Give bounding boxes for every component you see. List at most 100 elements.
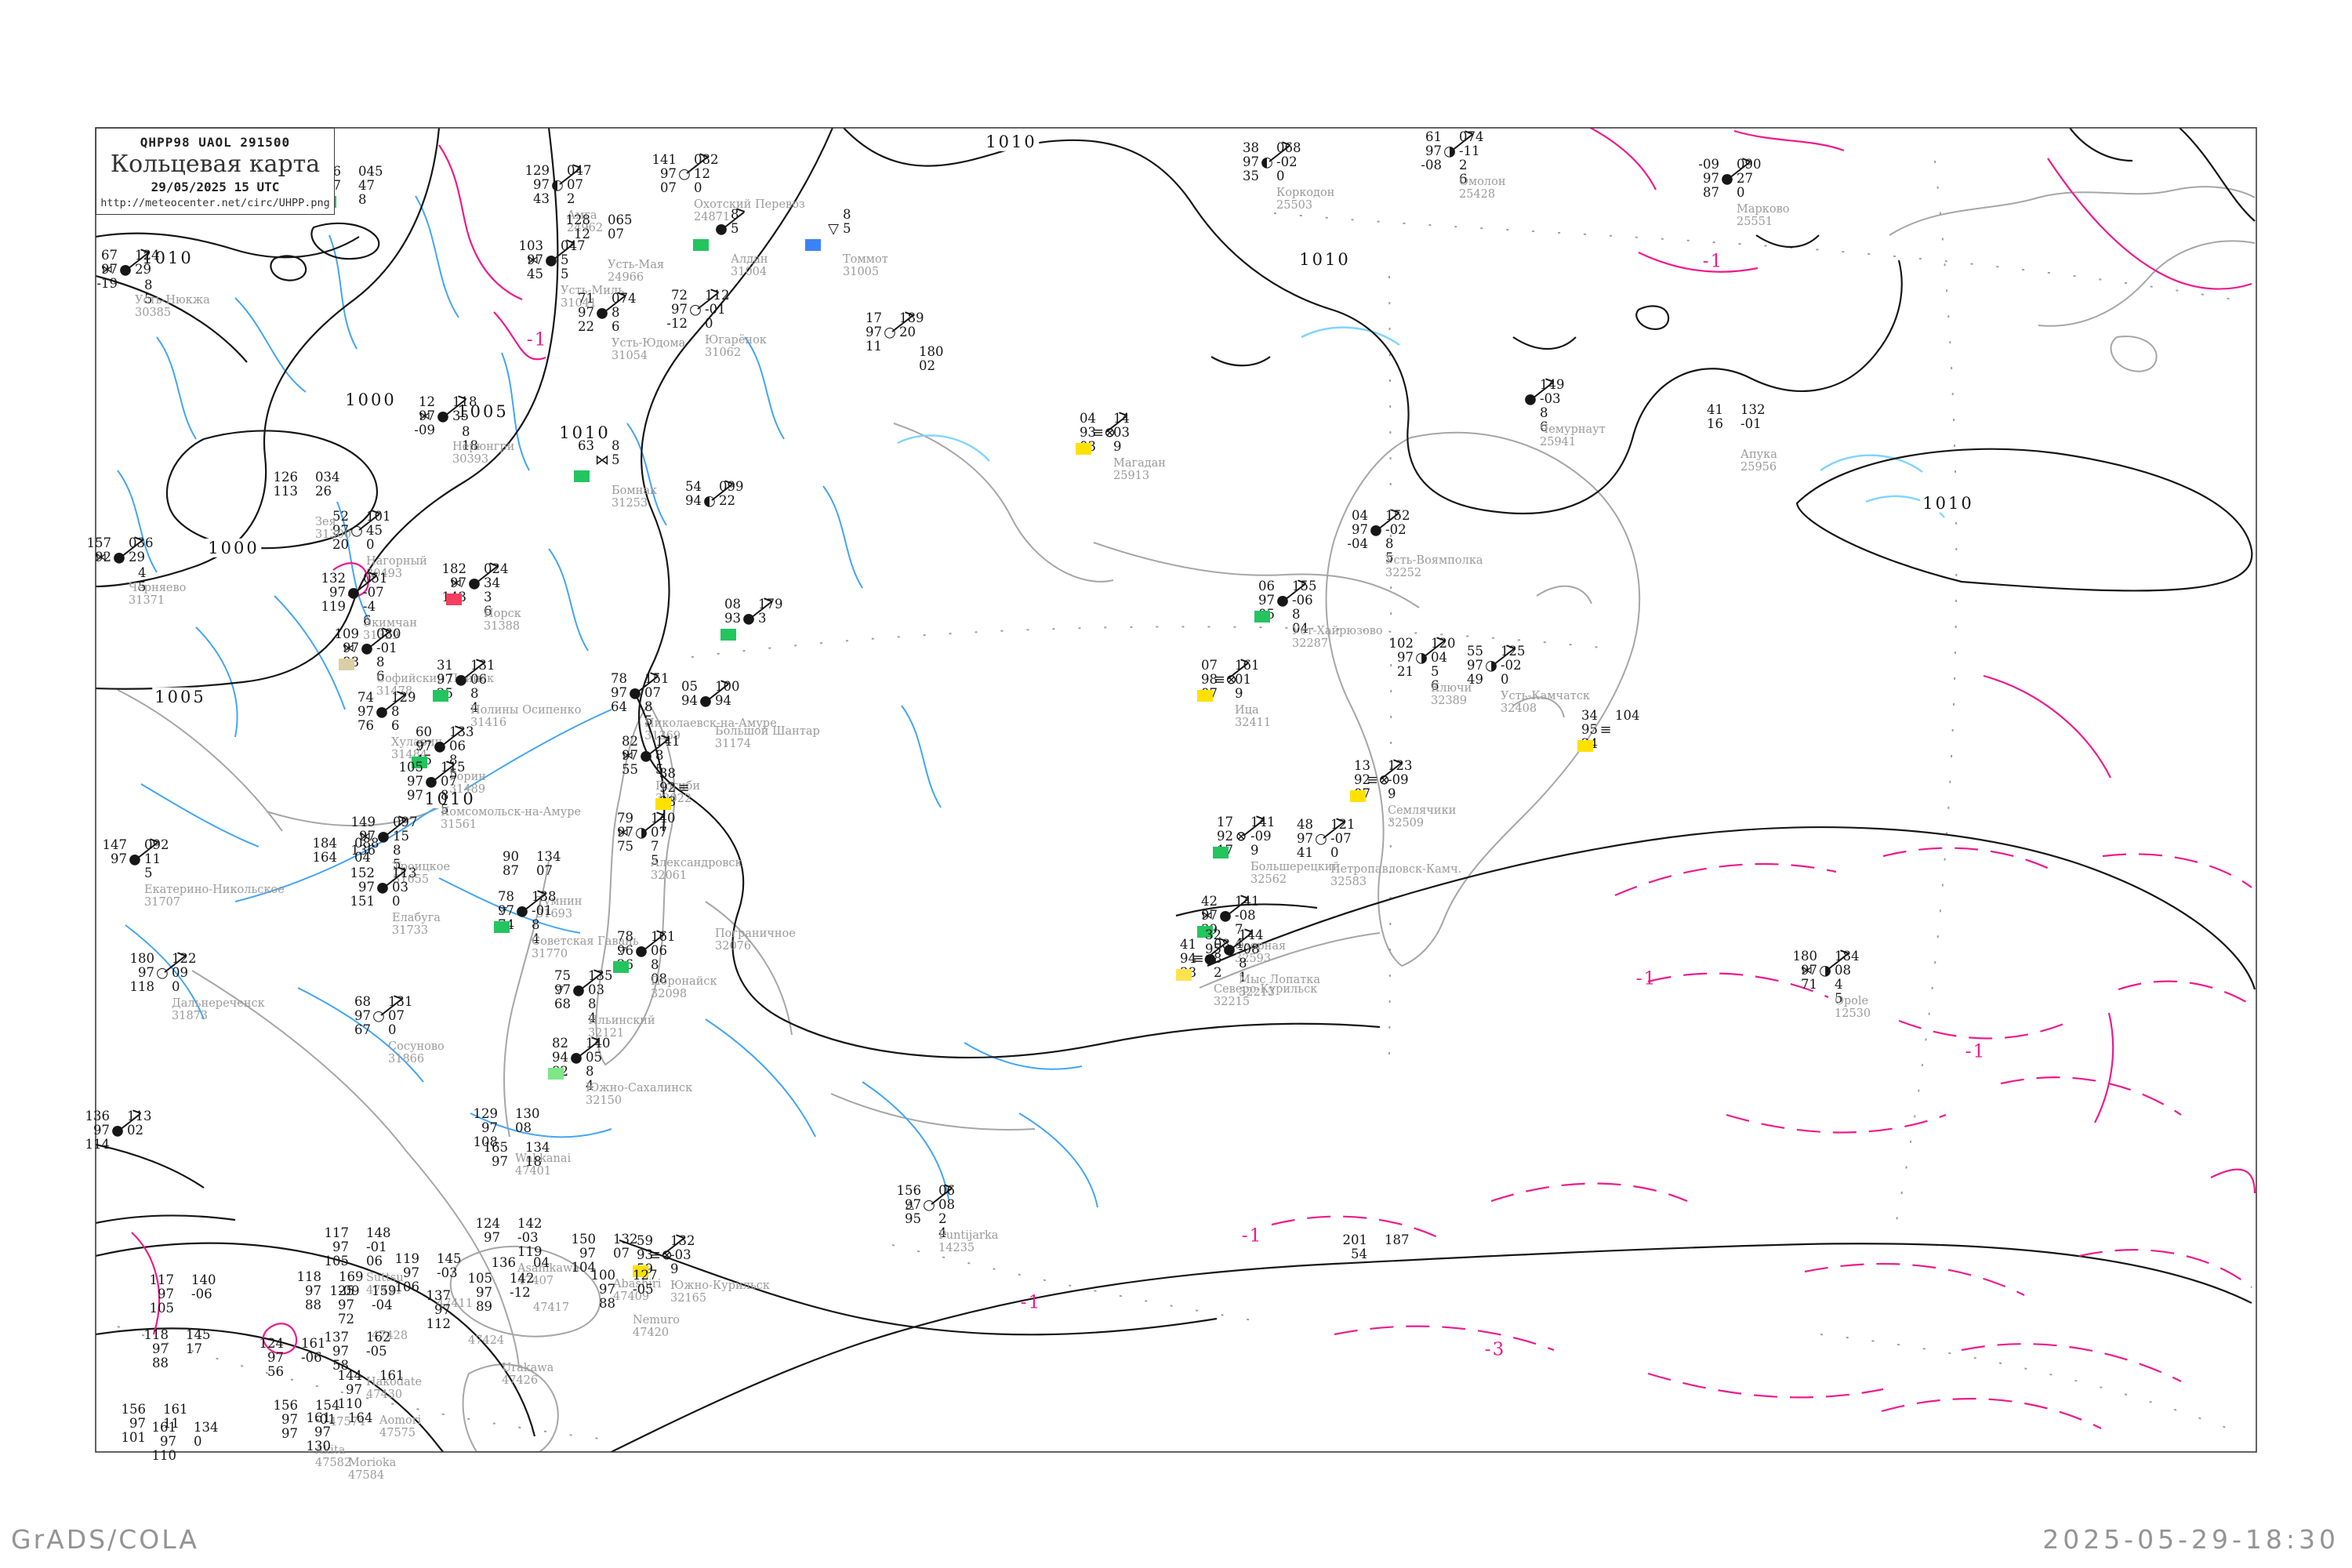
station-name: Akita 47582 <box>315 1444 352 1469</box>
station-values-left: 117 97 105 <box>149 1272 175 1316</box>
station-name: 47411 <box>437 1298 474 1310</box>
station-values-right: 088 04 <box>354 836 379 865</box>
station-values-left: 105 97 89 <box>467 1271 493 1314</box>
station-name: Охотский Перевоз 24871 <box>694 198 805 223</box>
station-values-left: 75 97 68 <box>554 968 571 1011</box>
precip-marker <box>693 239 709 251</box>
station-name: Бомнак 31253 <box>612 485 658 510</box>
station-symbol: ⋈ <box>595 452 609 469</box>
weather-symbol: △ <box>906 1199 914 1211</box>
weather-symbol: ⋈ <box>360 830 371 843</box>
station-values-left: 136 97 114 <box>85 1109 111 1152</box>
station-name: Усть-Камчатск 32408 <box>1501 690 1590 715</box>
station-name: Усть-Мая 24966 <box>608 259 665 284</box>
station-values-left: 149 97 136 <box>350 815 376 858</box>
isobar-label: 1010 <box>983 132 1040 151</box>
station-values-right: 145 -03 <box>437 1251 462 1280</box>
station-name: 47428 <box>372 1330 408 1342</box>
station-name: Ключи 32389 <box>1431 682 1472 707</box>
station-values-right: 149 -03 8 6 <box>1540 377 1565 434</box>
station-name: Омолон 25428 <box>1459 176 1506 201</box>
station-values-right: 125 -02 0 <box>1501 644 1526 687</box>
map-border <box>95 127 2257 1453</box>
station-values-left: 129 97 108 <box>473 1106 499 1149</box>
isobar-label: 1000 <box>343 390 399 409</box>
grads-credit: GrADS/COLA <box>11 1524 199 1555</box>
station-values-left: 125 97 72 <box>329 1283 355 1327</box>
station-values-right: 080 -01 8 6 <box>376 626 401 684</box>
station-values-left: 79 97 75 <box>617 811 633 854</box>
station-name: Троицкое 31655 <box>393 861 451 886</box>
station-values-left: 157 92 <box>86 535 112 564</box>
station-name: Aomori 47575 <box>379 1414 422 1439</box>
station-name: Hakodate 47430 <box>366 1376 423 1401</box>
isobar-label: 1010 <box>1297 249 1353 269</box>
station-name: Апука 25956 <box>1740 448 1777 474</box>
isallobars <box>131 128 2256 1429</box>
station-values-left: 55 97 49 <box>1467 644 1483 687</box>
station-values-right: 187 <box>1385 1232 1410 1247</box>
station-name: Urakawa 47426 <box>502 1362 554 1387</box>
station-values-right: 047 5 5 <box>561 238 586 281</box>
station-name: 47424 <box>468 1334 505 1347</box>
isallobar-label: -1 <box>526 329 548 350</box>
station-values-right: 159 -04 <box>372 1283 397 1312</box>
station-values-left: 72 97 -12 <box>666 288 688 331</box>
station-values-right: 113 03 0 <box>392 866 417 909</box>
station-name: Северо-Курильск 32215 <box>1214 983 1318 1008</box>
weather-symbol: ▽ <box>555 984 564 996</box>
station-values-left: 52 97 20 <box>332 509 349 552</box>
precip-marker <box>548 1068 564 1080</box>
station-values-left: 180 97 118 <box>129 951 155 994</box>
station-name: Экимчан 31329 <box>363 617 417 642</box>
rivers <box>117 195 1098 1208</box>
precip-marker <box>1350 790 1366 802</box>
station-values-left: 136 <box>491 1255 517 1270</box>
weather-symbol: ⋈ <box>1202 909 1213 922</box>
isobar-label: 1005 <box>455 401 511 421</box>
station-values-right: 130 08 <box>515 1106 540 1135</box>
station-name: Большой Шантар 31174 <box>715 725 820 750</box>
station-values-right: 132 -03 9 <box>670 1233 695 1276</box>
station-values-left: 419438 <box>1180 937 1196 980</box>
station-values-left: 124 97 56 <box>259 1336 285 1379</box>
station-symbol: ≡● <box>1192 950 1217 967</box>
station-values-right: 132 -01 <box>1740 402 1766 431</box>
station-values-left: 124 97 <box>475 1216 501 1245</box>
station-name: 47417 <box>533 1301 570 1314</box>
station-name: Чемурнаут 25941 <box>1540 423 1606 448</box>
station-values-left: 119 97 106 <box>394 1251 420 1294</box>
station-values-left: -09 97 87 <box>1698 157 1719 200</box>
station-name: Abashiri 47409 <box>613 1278 662 1303</box>
station-values-left: 74 97 76 <box>358 690 374 733</box>
station-values-right: 161 11 <box>163 1402 188 1431</box>
station-values-right: 065 07 <box>608 212 633 241</box>
station-name: Asahikawa 47407 <box>517 1262 580 1287</box>
station-values-right: 141 -09 9 <box>1250 815 1276 858</box>
station-name: Черняево 31371 <box>129 582 187 607</box>
precip-marker <box>613 961 629 973</box>
station-name: Александровск 32061 <box>651 857 742 882</box>
weather-symbol: ⋈ <box>618 826 629 839</box>
weather-symbol: ⋈ <box>102 263 113 276</box>
station-name: Югарёнок 31062 <box>705 334 767 359</box>
station-name: Озерная 32593 <box>1235 940 1287 965</box>
station-name: Петропавловск-Камч. 32583 <box>1330 863 1462 888</box>
precip-marker <box>574 470 590 482</box>
ice-edges <box>897 326 1945 518</box>
isallobar-label: -1 <box>1635 968 1657 989</box>
station-name: Полины Осипенко 31416 <box>470 704 582 729</box>
graticule <box>117 160 2252 1441</box>
station-values-right: 134 0 <box>194 1420 219 1449</box>
station-values-right: 074 8 6 <box>612 291 637 334</box>
station-values-right: 145 17 <box>186 1327 211 1356</box>
station-values-left: 67 97 -19 <box>96 248 118 291</box>
station-name: Wakkanai 47401 <box>515 1152 572 1178</box>
station-values-right: 134 18 <box>525 1140 550 1169</box>
weather-symbol: ⋈ <box>622 750 633 762</box>
render-timestamp: 2025-05-29-18:30 <box>2042 1524 2339 1555</box>
station-values-left: 201 54 <box>1342 1232 1368 1261</box>
map-datetime: 29/05/2025 15 UTC <box>151 180 280 194</box>
